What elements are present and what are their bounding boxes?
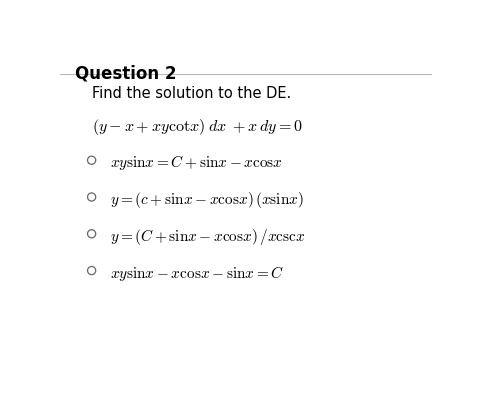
Text: $y=(c+\mathrm{sin}x-x\mathrm{cos}x)\,(x\mathrm{sin}x)$: $y=(c+\mathrm{sin}x-x\mathrm{cos}x)\,(x\… [110, 190, 304, 210]
Text: $y=(C+\mathrm{sin}x-x\mathrm{cos}x)\,/x\mathrm{csc}x$: $y=(C+\mathrm{sin}x-x\mathrm{cos}x)\,/x\… [110, 227, 306, 247]
Text: $xy\mathrm{sin}x=C+\mathrm{sin}x-x\mathrm{cos}x$: $xy\mathrm{sin}x=C+\mathrm{sin}x-x\mathr… [110, 154, 283, 172]
Text: Find the solution to the DE.: Find the solution to the DE. [92, 86, 291, 101]
Text: $(y-x+xy\mathrm{cot}x)\;dx\;+x\,dy=0$: $(y-x+xy\mathrm{cot}x)\;dx\;+x\,dy=0$ [92, 117, 302, 137]
Text: $xy\mathrm{sin}x-x\mathrm{cos}x-\mathrm{sin}x=C$: $xy\mathrm{sin}x-x\mathrm{cos}x-\mathrm{… [110, 264, 285, 283]
Text: Question 2: Question 2 [75, 64, 176, 83]
